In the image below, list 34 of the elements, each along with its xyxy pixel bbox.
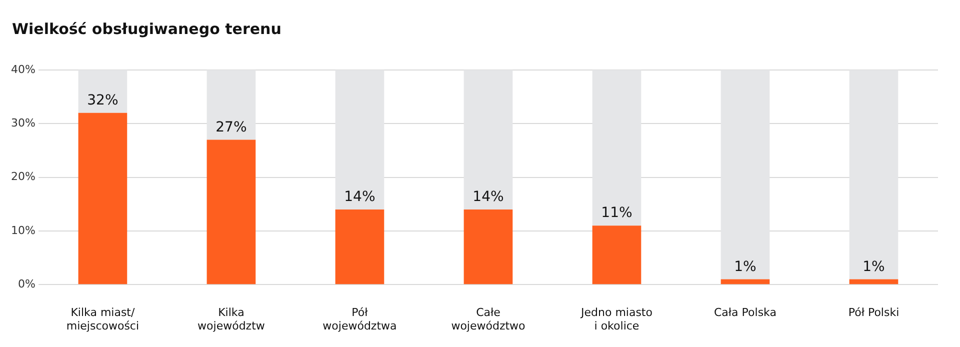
x-tick-label: Kilka województw xyxy=(198,306,265,332)
bar xyxy=(78,112,128,284)
data-label: 27% xyxy=(216,119,247,136)
bar xyxy=(206,140,256,284)
y-tick-label: 10% xyxy=(10,224,36,237)
data-label: 11% xyxy=(601,205,632,222)
x-tick-label: Całe województwo xyxy=(451,306,526,332)
x-tick-label: Pół województwa xyxy=(322,306,397,332)
bar xyxy=(464,70,513,210)
data-label: 1% xyxy=(734,258,756,275)
x-tick-label: Kilka miast/ miejscowości xyxy=(66,306,140,332)
bar xyxy=(849,279,898,284)
data-label: 14% xyxy=(472,189,504,206)
data-label: 32% xyxy=(87,92,118,109)
chart-title: Wielkość obsługiwanego terenu xyxy=(12,20,282,38)
bar xyxy=(78,70,128,113)
bar xyxy=(464,209,513,284)
y-tick-label: 20% xyxy=(10,170,36,184)
y-tick-label: 40% xyxy=(10,62,36,76)
y-tick-label: 0% xyxy=(18,277,36,290)
bar xyxy=(335,70,384,210)
bar xyxy=(592,70,642,226)
bar xyxy=(206,70,256,140)
y-tick-label: 30% xyxy=(10,116,36,130)
bar xyxy=(720,279,770,284)
data-label: 1% xyxy=(862,258,885,275)
x-tick-label: Pół Polski xyxy=(848,306,900,320)
bar xyxy=(849,70,898,280)
bar xyxy=(592,226,642,284)
data-label: 14% xyxy=(344,189,376,206)
x-tick-label: Jedno miasto i okolice xyxy=(580,306,653,332)
bar xyxy=(720,70,770,280)
x-tick-label: Cała Polska xyxy=(714,306,776,320)
bar xyxy=(335,209,384,284)
